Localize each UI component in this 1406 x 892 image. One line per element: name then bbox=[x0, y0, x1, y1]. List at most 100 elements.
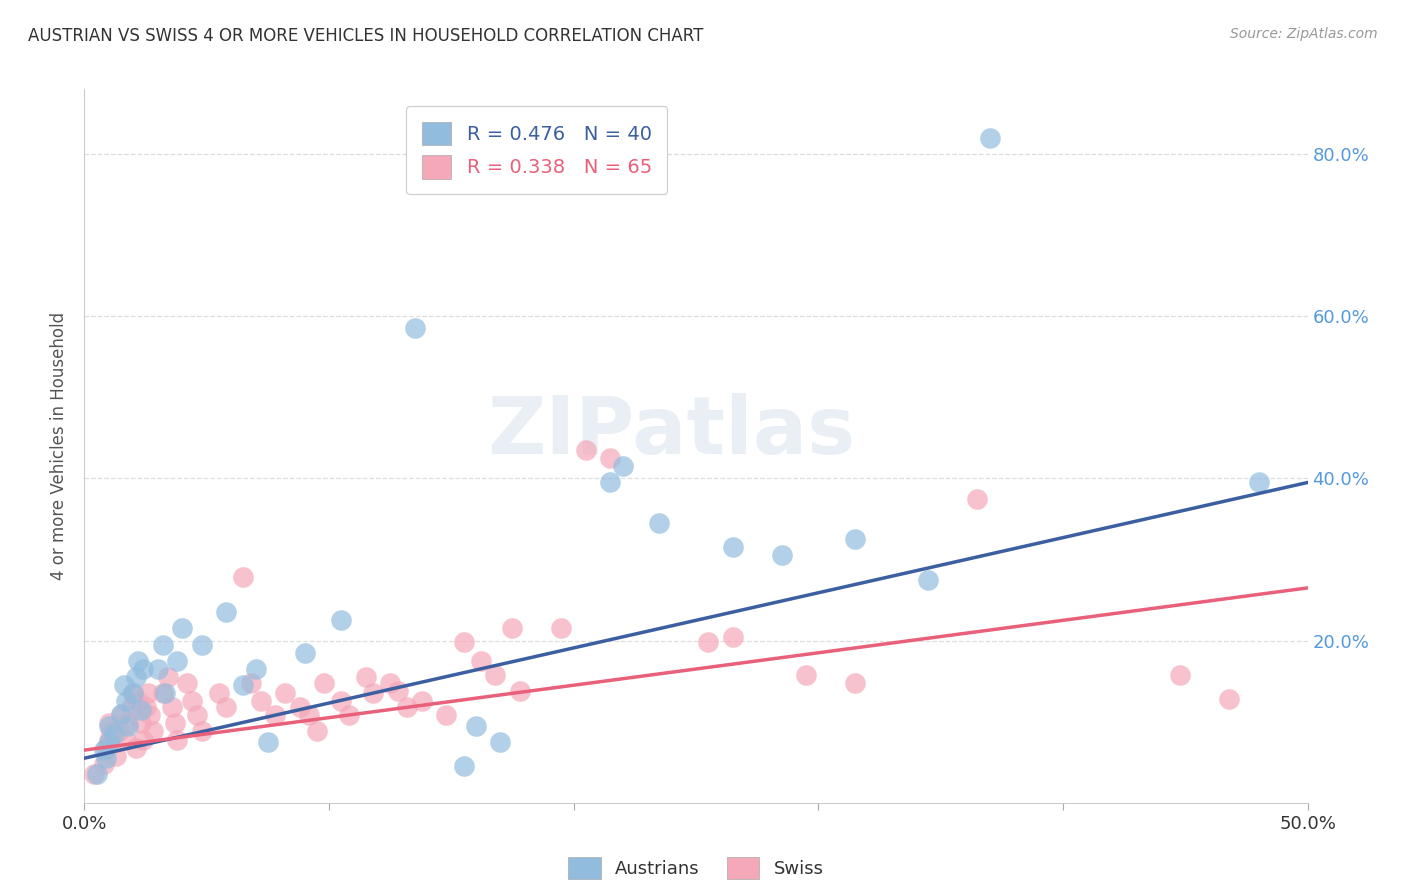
Point bbox=[110, 708, 132, 723]
Point bbox=[191, 638, 214, 652]
Point bbox=[330, 694, 353, 708]
Point bbox=[470, 654, 492, 668]
Point bbox=[97, 735, 120, 749]
Point bbox=[132, 732, 155, 747]
Point bbox=[257, 735, 280, 749]
Point bbox=[239, 675, 262, 690]
Point bbox=[436, 708, 458, 723]
Point bbox=[453, 635, 475, 649]
Point bbox=[844, 675, 866, 690]
Point bbox=[966, 491, 988, 506]
Point bbox=[294, 646, 316, 660]
Point bbox=[122, 686, 145, 700]
Point bbox=[176, 675, 198, 690]
Point bbox=[96, 740, 118, 755]
Point bbox=[245, 662, 267, 676]
Point bbox=[135, 700, 157, 714]
Point bbox=[1170, 667, 1192, 681]
Point bbox=[163, 716, 186, 731]
Point bbox=[721, 541, 744, 555]
Point bbox=[844, 533, 866, 547]
Point bbox=[249, 694, 271, 708]
Point bbox=[112, 678, 135, 692]
Point bbox=[208, 686, 231, 700]
Point bbox=[215, 605, 238, 619]
Point bbox=[107, 724, 129, 739]
Point bbox=[264, 708, 287, 723]
Point bbox=[132, 662, 155, 676]
Point bbox=[979, 131, 1001, 145]
Point bbox=[97, 732, 120, 747]
Point bbox=[1247, 475, 1270, 490]
Point bbox=[103, 727, 125, 741]
Point bbox=[396, 700, 419, 714]
Point bbox=[917, 573, 939, 587]
Point bbox=[83, 767, 105, 781]
Point bbox=[305, 724, 328, 739]
Point bbox=[122, 686, 145, 700]
Point bbox=[142, 724, 165, 739]
Point bbox=[288, 700, 311, 714]
Point bbox=[120, 700, 142, 714]
Point bbox=[721, 630, 744, 644]
Point bbox=[117, 719, 139, 733]
Point bbox=[232, 678, 254, 692]
Point bbox=[166, 654, 188, 668]
Point bbox=[380, 675, 402, 690]
Point bbox=[93, 743, 115, 757]
Point bbox=[337, 708, 360, 723]
Legend: Austrians, Swiss: Austrians, Swiss bbox=[561, 850, 831, 887]
Point bbox=[232, 570, 254, 584]
Point bbox=[117, 716, 139, 731]
Point bbox=[110, 706, 132, 721]
Point bbox=[129, 716, 152, 731]
Point bbox=[274, 686, 297, 700]
Point bbox=[697, 635, 720, 649]
Point bbox=[1218, 692, 1240, 706]
Point bbox=[550, 622, 572, 636]
Point bbox=[139, 708, 162, 723]
Text: ZIPatlas: ZIPatlas bbox=[488, 392, 856, 471]
Point bbox=[411, 694, 433, 708]
Point bbox=[115, 732, 138, 747]
Point bbox=[127, 694, 149, 708]
Point bbox=[464, 719, 486, 733]
Point bbox=[215, 700, 238, 714]
Point bbox=[314, 675, 336, 690]
Point bbox=[484, 667, 506, 681]
Point bbox=[129, 702, 152, 716]
Point bbox=[387, 684, 409, 698]
Point bbox=[136, 686, 159, 700]
Point bbox=[97, 716, 120, 731]
Point bbox=[97, 719, 120, 733]
Point bbox=[100, 724, 122, 739]
Point bbox=[599, 451, 621, 466]
Point bbox=[172, 622, 194, 636]
Point bbox=[453, 759, 475, 773]
Point bbox=[166, 732, 188, 747]
Point bbox=[599, 475, 621, 490]
Point bbox=[502, 622, 524, 636]
Point bbox=[191, 724, 214, 739]
Point bbox=[127, 654, 149, 668]
Point bbox=[153, 686, 176, 700]
Point bbox=[152, 686, 174, 700]
Point bbox=[648, 516, 671, 530]
Point bbox=[105, 748, 128, 763]
Point bbox=[489, 735, 512, 749]
Point bbox=[361, 686, 384, 700]
Point bbox=[152, 638, 174, 652]
Point bbox=[404, 321, 426, 335]
Point bbox=[298, 708, 321, 723]
Text: AUSTRIAN VS SWISS 4 OR MORE VEHICLES IN HOUSEHOLD CORRELATION CHART: AUSTRIAN VS SWISS 4 OR MORE VEHICLES IN … bbox=[28, 27, 703, 45]
Point bbox=[186, 708, 208, 723]
Point bbox=[575, 443, 598, 458]
Point bbox=[146, 662, 169, 676]
Point bbox=[181, 694, 204, 708]
Text: Source: ZipAtlas.com: Source: ZipAtlas.com bbox=[1230, 27, 1378, 41]
Point bbox=[156, 670, 179, 684]
Point bbox=[162, 700, 184, 714]
Point bbox=[509, 684, 531, 698]
Point bbox=[115, 694, 138, 708]
Point bbox=[354, 670, 377, 684]
